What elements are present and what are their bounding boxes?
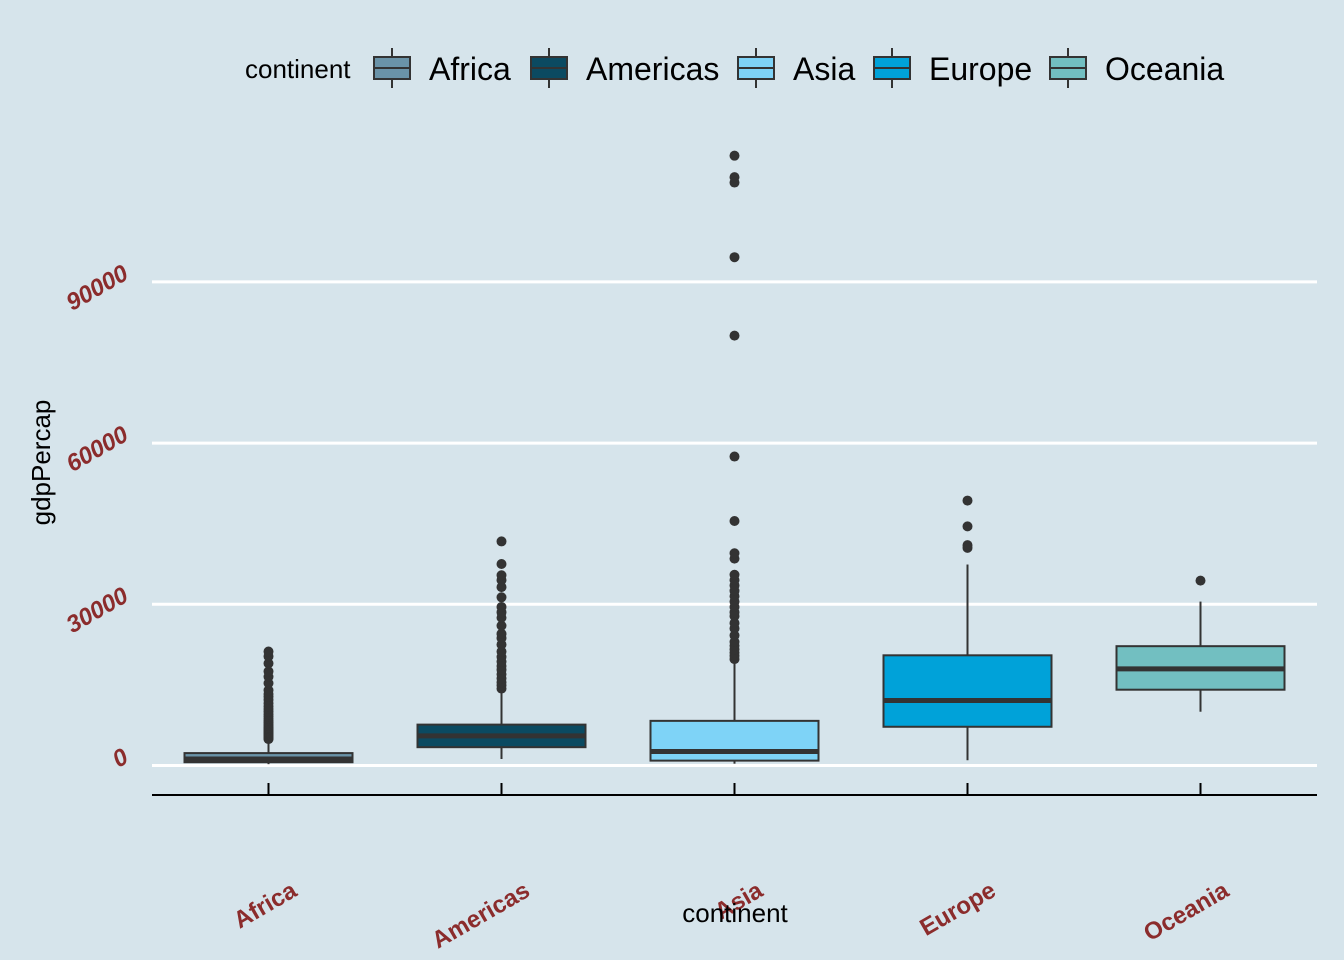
outlier-point [729,150,740,161]
outlier-point [263,646,274,657]
outlier-point [496,601,507,612]
outlier-point [729,569,740,580]
outlier-point [496,646,507,657]
x-tick-label-africa: Africa [229,876,302,934]
box-africa [183,646,354,765]
outlier-point [962,495,973,506]
outlier-point [729,172,740,183]
legend-label-africa: Africa [429,51,511,87]
x-tick-labels: Africa Americas Asia Europe Oceania [229,783,1234,954]
outlier-point [496,628,507,639]
outlier-point [496,620,507,631]
box-asia [649,150,820,764]
x-tick-label-oceania: Oceania [1139,876,1234,946]
legend: continent Africa Americas Asia Europe Oceani… [245,48,1224,88]
legend-item-oceania: Oceania [1049,48,1224,88]
outlier-point [496,592,507,603]
y-tick-labels: 0 30000 60000 90000 [62,259,134,773]
x-axis-label: continent [682,898,788,928]
box-iqr [882,654,1053,728]
legend-label-oceania: Oceania [1105,51,1224,87]
legend-item-europe: Europe [873,48,1032,88]
outlier-point [729,548,740,559]
outlier-point [496,558,507,569]
outlier-point [729,451,740,462]
outlier-point [729,516,740,526]
box-europe [882,495,1053,761]
x-tick-label-americas: Americas [427,877,534,954]
legend-label-americas: Americas [586,51,719,87]
legend-item-asia: Asia [737,48,855,88]
legend-label-asia: Asia [793,51,855,87]
outlier-point [496,536,507,547]
outlier-point [263,666,274,677]
y-tick-label-0: 0 [108,743,134,773]
outlier-point [962,540,973,551]
outlier-point [263,658,274,669]
outlier-point [496,570,507,581]
legend-label-europe: Europe [929,51,1032,87]
legend-title: continent [245,54,351,84]
y-tick-label-30000: 30000 [62,582,134,639]
x-tick-label-europe: Europe [915,877,1000,942]
outlier-point [496,582,507,593]
y-tick-label-60000: 60000 [62,421,134,478]
y-tick-label-90000: 90000 [62,259,134,316]
box-oceania [1115,575,1286,712]
box-iqr [649,719,820,762]
legend-item-africa: Africa [373,48,511,88]
boxes [183,150,1286,765]
outlier-point [729,252,740,263]
outlier-point [962,521,973,532]
outlier-point [729,330,740,341]
outlier-point [263,685,274,696]
box-americas [416,536,587,760]
outlier-point [1195,575,1206,586]
legend-item-americas: Americas [530,48,719,88]
outlier-point [729,618,740,629]
y-axis-label: gdpPercap [26,400,56,526]
outlier-point [729,630,740,641]
